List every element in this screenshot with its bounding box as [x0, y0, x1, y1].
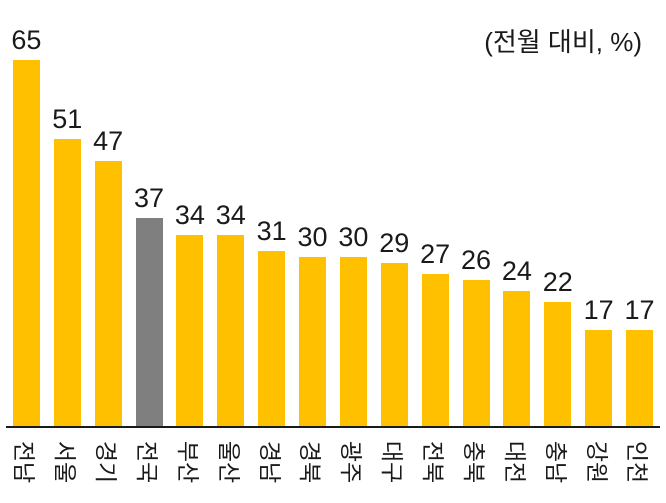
- bar-value-label: 27: [420, 239, 451, 270]
- category-label: 전남: [11, 440, 38, 484]
- category-cell: 대전: [497, 428, 538, 496]
- bar-value-label: 65: [11, 25, 42, 56]
- bar-value-label: 34: [174, 200, 205, 231]
- category-label: 충북: [461, 440, 488, 484]
- category-cell: 강원: [578, 428, 619, 496]
- bar-value-label: 17: [624, 295, 655, 326]
- category-cell: 전북: [415, 428, 456, 496]
- category-cell: 울산: [210, 428, 251, 496]
- category-label: 전북: [420, 440, 447, 484]
- bar: [544, 302, 572, 426]
- category-label: 강원: [583, 440, 610, 484]
- bar: [135, 218, 163, 426]
- bar-column: 37: [129, 6, 170, 426]
- bar-column: 24: [497, 6, 538, 426]
- bar-column: 22: [537, 6, 578, 426]
- bar-column: 17: [578, 6, 619, 426]
- category-label: 부산: [174, 440, 201, 484]
- bar-column: 27: [415, 6, 456, 426]
- bar-column: 26: [456, 6, 497, 426]
- bar-value-label: 26: [461, 245, 492, 276]
- category-label: 대구: [379, 440, 406, 484]
- bar-value-label: 29: [379, 228, 410, 259]
- bar: [462, 280, 490, 426]
- bar: [53, 139, 81, 426]
- chart-unit-annotation: (전월 대비, %): [484, 27, 642, 57]
- category-label: 대전: [501, 440, 528, 484]
- category-cell: 서울: [47, 428, 88, 496]
- category-cell: 경기: [88, 428, 129, 496]
- bar-value-label: 47: [93, 126, 124, 157]
- category-label: 충남: [542, 440, 569, 484]
- category-cell: 인천: [619, 428, 660, 496]
- bar: [380, 263, 408, 426]
- bar: [299, 257, 327, 426]
- bar: [94, 161, 122, 426]
- plot-area: 65 51 47 37 34 34 31 30 30 29 27 26 24 22 17 17: [6, 6, 660, 426]
- bar-column: 30: [292, 6, 333, 426]
- bar: [585, 330, 613, 426]
- bar-value-label: 31: [256, 216, 287, 247]
- category-cell: 충북: [456, 428, 497, 496]
- bar-value-label: 17: [583, 295, 614, 326]
- category-cell: 경남: [251, 428, 292, 496]
- x-axis-line: [6, 426, 660, 428]
- bar-column: 47: [88, 6, 129, 426]
- bar-value-label: 34: [215, 200, 246, 231]
- category-label: 광주: [338, 440, 365, 484]
- bar-value-label: 30: [338, 222, 369, 253]
- category-cell: 부산: [170, 428, 211, 496]
- category-label: 경기: [93, 440, 120, 484]
- category-cell: 대구: [374, 428, 415, 496]
- bar: [217, 235, 245, 426]
- category-cell: 전국: [129, 428, 170, 496]
- bar: [258, 251, 286, 426]
- bar-value-label: 22: [542, 267, 573, 298]
- category-label: 인천: [624, 440, 651, 484]
- bar-column: 30: [333, 6, 374, 426]
- bar-value-label: 37: [134, 183, 165, 214]
- bar: [339, 257, 367, 426]
- bar-column: 29: [374, 6, 415, 426]
- bar: [626, 330, 654, 426]
- bar: [176, 235, 204, 426]
- category-label: 경북: [297, 440, 324, 484]
- category-label: 경남: [256, 440, 283, 484]
- bar-column: 17: [619, 6, 660, 426]
- bar-value-label: 24: [501, 256, 532, 287]
- bar-column: 31: [251, 6, 292, 426]
- bar: [421, 274, 449, 426]
- category-label: 서울: [52, 440, 79, 484]
- bar: [503, 291, 531, 426]
- category-label: 전국: [134, 440, 161, 484]
- bar-column: 34: [170, 6, 211, 426]
- bar-column: 65: [6, 6, 47, 426]
- category-cell: 경북: [292, 428, 333, 496]
- bar-column: 34: [210, 6, 251, 426]
- bar: [12, 60, 40, 426]
- bar-value-label: 30: [297, 222, 328, 253]
- category-cell: 광주: [333, 428, 374, 496]
- category-axis: 전남 서울 경기 전국 부산 울산 경남 경북 광주 대구 전북 충북 대전 충남 강원 인천: [6, 428, 660, 496]
- category-cell: 전남: [6, 428, 47, 496]
- category-cell: 충남: [537, 428, 578, 496]
- bar-value-label: 51: [52, 104, 83, 135]
- bar-column: 51: [47, 6, 88, 426]
- category-label: 울산: [215, 440, 242, 484]
